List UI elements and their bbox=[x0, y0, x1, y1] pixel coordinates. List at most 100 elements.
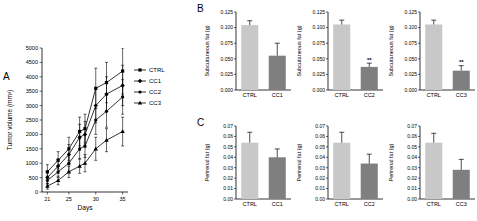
series-line bbox=[47, 71, 122, 172]
series-line bbox=[47, 85, 122, 177]
y-tick bbox=[418, 74, 420, 75]
x-tick bbox=[122, 192, 123, 195]
y-tick-label: 0.100 bbox=[312, 24, 325, 30]
x-axis bbox=[42, 192, 128, 193]
y-tick bbox=[234, 199, 236, 200]
marker bbox=[120, 129, 124, 133]
panel-label: B bbox=[197, 3, 204, 14]
y-tick bbox=[418, 146, 420, 147]
bar bbox=[361, 164, 378, 199]
y-tick-label: 0.00 bbox=[223, 196, 233, 202]
x-tick-label: CTRL bbox=[243, 201, 257, 207]
y-tick-label: 3500 bbox=[26, 88, 38, 94]
x-tick-label: CTRL bbox=[335, 201, 349, 207]
error-bar bbox=[431, 20, 436, 24]
error-bar bbox=[367, 154, 372, 163]
marker bbox=[56, 178, 60, 182]
y-axis-label: Tumor volume (mm³) bbox=[6, 90, 14, 150]
y-tick-label: 0.125 bbox=[312, 9, 325, 15]
plot-area bbox=[241, 21, 286, 90]
x-tick-label: CTRL bbox=[427, 92, 441, 98]
y-tick bbox=[234, 90, 236, 91]
error-bar bbox=[67, 166, 70, 178]
y-tick bbox=[326, 178, 328, 179]
x-tick bbox=[47, 192, 48, 195]
y-tick-label: 0.04 bbox=[223, 154, 233, 160]
bar-chart: 0.0000.0250.0500.0750.1000.125Subcutaneo… bbox=[296, 9, 383, 98]
x-axis-label: Days bbox=[78, 204, 94, 212]
y-tick-label: 0.07 bbox=[315, 123, 325, 129]
y-tick-label: 0.07 bbox=[223, 123, 233, 129]
y-axis-label: Perirenal fat (g) bbox=[296, 143, 302, 181]
y-tick-label: 0.025 bbox=[220, 71, 233, 77]
y-tick bbox=[326, 167, 328, 168]
y-tick-label: 0.050 bbox=[312, 56, 325, 62]
error-bar bbox=[275, 43, 280, 55]
bar-chart: 0.0000.0250.0500.0750.1000.125Subcutaneo… bbox=[204, 9, 291, 98]
y-tick bbox=[40, 192, 43, 193]
y-tick-label: 0.04 bbox=[407, 154, 417, 160]
y-axis bbox=[236, 12, 237, 90]
y-tick bbox=[418, 178, 420, 179]
figure: ABC0500100015002000250030003500400045005… bbox=[0, 0, 477, 221]
y-tick bbox=[326, 136, 328, 137]
error-bar bbox=[94, 137, 97, 160]
y-tick-label: 0.01 bbox=[407, 185, 417, 191]
y-tick-label: 0.05 bbox=[315, 144, 325, 150]
y-tick bbox=[40, 76, 43, 77]
bar bbox=[269, 56, 286, 90]
error-bar bbox=[459, 159, 464, 169]
y-axis-label: Subcutaneous fat (g) bbox=[296, 25, 302, 76]
x-tick-label: CC3 bbox=[456, 201, 467, 207]
y-tick bbox=[234, 27, 236, 28]
y-tick-label: 0.07 bbox=[407, 123, 417, 129]
y-tick bbox=[418, 136, 420, 137]
bar-chart: 0.000.010.020.030.040.050.060.07Perirena… bbox=[388, 123, 475, 207]
legend-marker bbox=[138, 68, 141, 71]
y-tick bbox=[40, 148, 43, 149]
y-tick-label: 0.06 bbox=[407, 133, 417, 139]
marker bbox=[94, 147, 98, 151]
y-tick-label: 4000 bbox=[26, 74, 38, 80]
legend-label: CC2 bbox=[149, 89, 162, 95]
legend-label: CTRL bbox=[149, 67, 165, 73]
x-tick-label: 25 bbox=[66, 196, 72, 202]
x-tick-label: 30 bbox=[93, 196, 99, 202]
series-line bbox=[47, 97, 122, 181]
error-bar bbox=[84, 134, 87, 157]
marker bbox=[104, 138, 108, 142]
y-tick-label: 0.02 bbox=[223, 175, 233, 181]
y-tick-label: 0.06 bbox=[223, 133, 233, 139]
y-tick-label: 0.03 bbox=[223, 165, 233, 171]
x-tick bbox=[95, 192, 96, 195]
y-tick-label: 0.025 bbox=[312, 71, 325, 77]
x-tick-label: CC3 bbox=[456, 92, 467, 98]
y-tick-label: 0.125 bbox=[220, 9, 233, 15]
y-tick-label: 0.02 bbox=[315, 175, 325, 181]
y-tick-label: 1500 bbox=[26, 146, 38, 152]
y-tick bbox=[418, 199, 420, 200]
y-tick bbox=[418, 157, 420, 158]
y-tick bbox=[418, 43, 420, 44]
y-tick-label: 0.05 bbox=[223, 144, 233, 150]
bar bbox=[425, 143, 442, 199]
y-tick bbox=[326, 90, 328, 91]
x-tick-label: CC1 bbox=[272, 92, 283, 98]
plot-area bbox=[45, 48, 125, 189]
y-tick bbox=[234, 12, 236, 13]
y-tick-label: 0.02 bbox=[407, 175, 417, 181]
x-tick bbox=[68, 192, 69, 195]
y-tick bbox=[40, 91, 43, 92]
legend-marker bbox=[138, 79, 142, 83]
marker bbox=[83, 144, 86, 147]
y-tick bbox=[326, 74, 328, 75]
legend-marker bbox=[138, 90, 141, 93]
y-tick bbox=[326, 58, 328, 59]
plot-area bbox=[425, 20, 470, 90]
y-tick bbox=[234, 43, 236, 44]
y-tick-label: 0.125 bbox=[404, 9, 417, 15]
bar bbox=[269, 157, 286, 199]
y-axis bbox=[328, 126, 329, 199]
y-tick-label: 0.075 bbox=[312, 40, 325, 46]
error-bar bbox=[94, 106, 97, 135]
